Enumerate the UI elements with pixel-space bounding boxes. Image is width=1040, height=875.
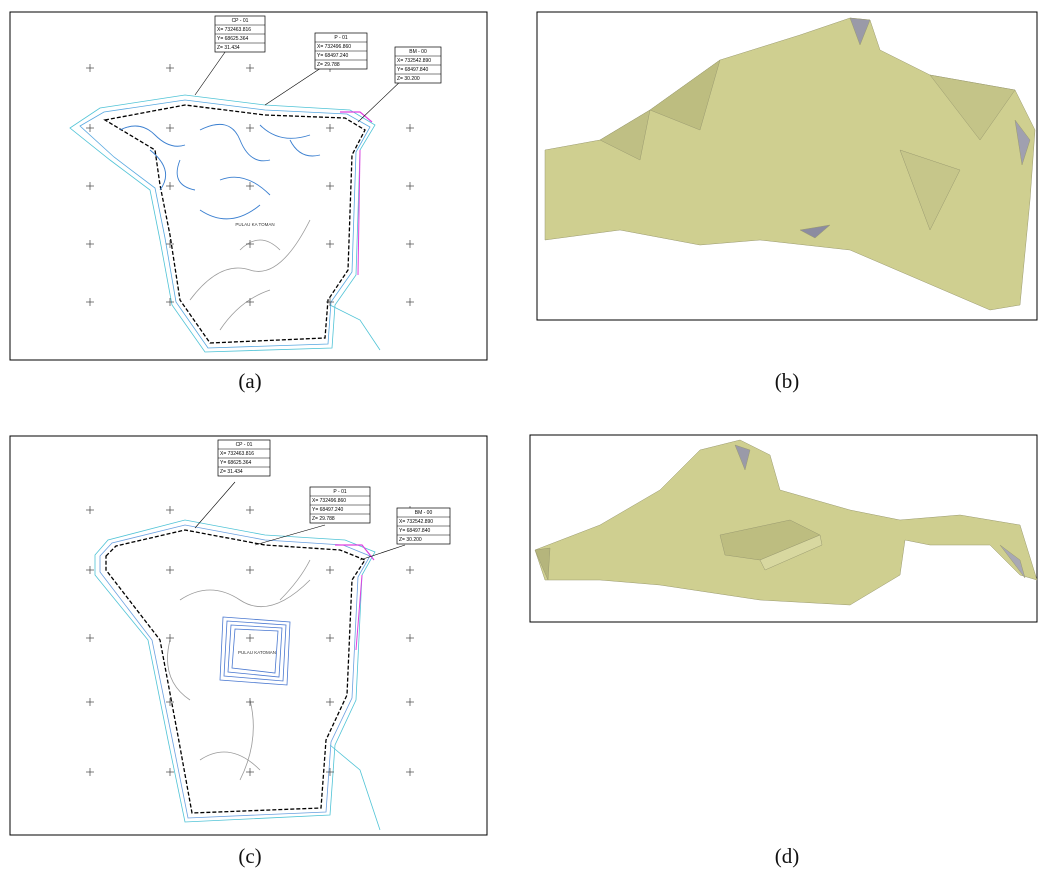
callout-line: Z= 30.200 [397,76,420,82]
callout-line: X= 732542.890 [397,58,431,64]
panel-label: (b) [775,369,800,393]
callout-title: P - 01 [333,489,346,495]
panel-label: (d) [775,844,800,868]
callout-line: Y= 68625.364 [217,36,248,42]
callout-line: X= 732463.816 [220,451,254,457]
surface-b [544,17,1036,311]
callout-line: Z= 31.434 [220,469,243,475]
contour-map-a [69,44,406,353]
panel-label: (a) [238,369,261,393]
callout-title: P - 01 [334,35,347,41]
map-label: PULAU KATOMAN [238,650,276,655]
panel-label: (c) [238,844,261,868]
callout-line: X= 732542.890 [399,519,433,525]
callout-line: Y= 68497.240 [312,507,343,513]
callout-title: CP - 01 [236,442,253,448]
surface-d [534,439,1038,606]
callout-line: Y= 68497.840 [399,528,430,534]
callout-line: X= 732463.816 [217,27,251,33]
callout-line: Y= 68497.240 [317,53,348,59]
callout-line: X= 732496.860 [312,498,346,504]
callout-line: Z= 30.200 [399,537,422,543]
callout-title: BM - 00 [415,510,433,516]
callout-line: Y= 68625.364 [220,460,251,466]
callout-title: CP - 01 [232,18,249,24]
panel-c-frame [9,435,488,836]
callout-line: Z= 29.788 [312,516,335,522]
callout-title: BM - 00 [409,49,427,55]
callout-line: X= 732496.860 [317,44,351,50]
callout-line: Z= 29.788 [317,62,340,68]
callout-line: Z= 31.434 [217,45,240,51]
map-label: PULAU KA TOMAN [235,222,274,227]
contour-map-c [94,481,406,831]
callout-line: Y= 68497.840 [397,67,428,73]
